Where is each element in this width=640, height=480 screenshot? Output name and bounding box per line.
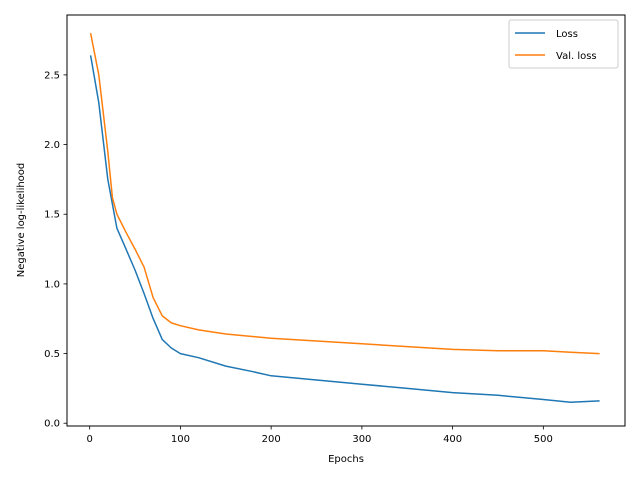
legend-box — [508, 19, 619, 69]
series-line-val-loss — [89, 32, 600, 355]
y-tick-label-0: 0.0 — [44, 419, 60, 430]
series-line-loss — [89, 55, 600, 404]
legend: Loss Val. loss — [508, 19, 619, 69]
plot-frame — [66, 14, 626, 427]
y-axis-label: Negative log-likelihood — [16, 163, 27, 278]
y-tick-label-2-5: 2.5 — [44, 70, 60, 81]
y-tick-label-1: 1.0 — [44, 279, 60, 290]
x-tick-label-100: 100 — [171, 434, 190, 445]
legend-label-loss: Loss — [556, 29, 578, 40]
x-tick-label-500: 500 — [534, 434, 553, 445]
legend-label-val-loss: Val. loss — [556, 51, 597, 62]
x-tick-label-200: 200 — [262, 434, 281, 445]
y-tick-label-1-5: 1.5 — [44, 210, 60, 221]
x-tick-label-400: 400 — [443, 434, 462, 445]
y-tick-label-2: 2.0 — [44, 140, 60, 151]
x-axis-label: Epochs — [328, 454, 364, 465]
x-tick-label-300: 300 — [352, 434, 371, 445]
x-tick-label-0: 0 — [86, 434, 92, 445]
y-tick-label-0-5: 0.5 — [44, 349, 60, 360]
